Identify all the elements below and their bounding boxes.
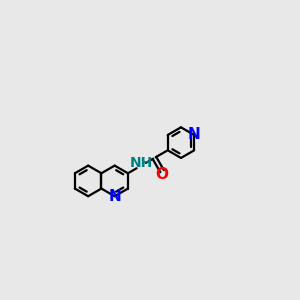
Text: N: N <box>188 128 201 142</box>
Text: N: N <box>108 189 121 204</box>
Text: O: O <box>156 167 169 182</box>
Text: NH: NH <box>130 156 153 170</box>
